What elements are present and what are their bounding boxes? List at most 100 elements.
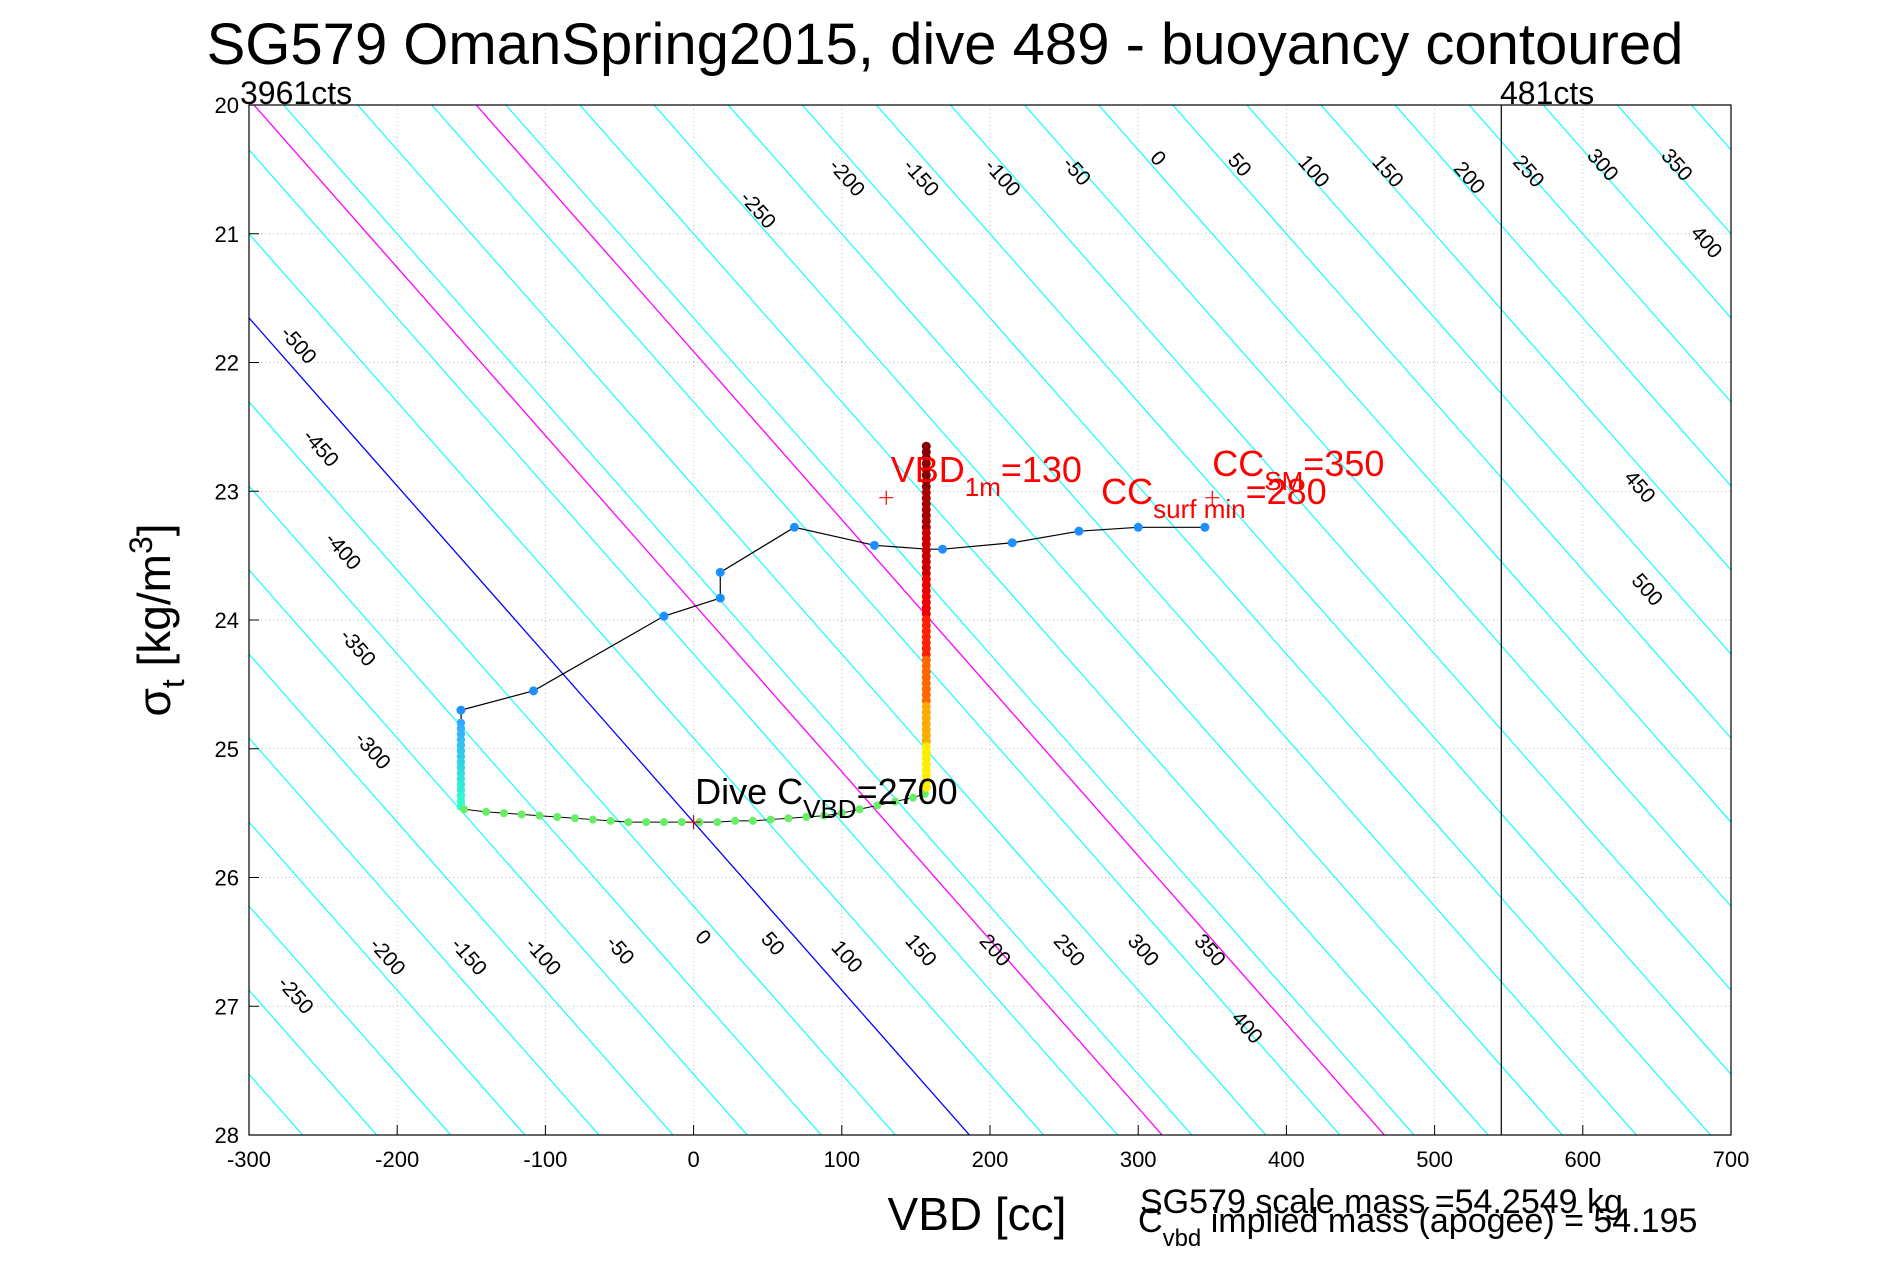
bottom-point [517,810,526,819]
contour-line [249,401,896,1135]
annotation-label: VBD1m=130 [891,449,1082,502]
track-point [869,540,879,550]
contour-label: 450 [1619,466,1659,507]
bottom-point [606,816,615,825]
implied-mass-note: Cvbd implied mass (apogee) = 54.195 [1138,1202,1697,1252]
track-point [456,705,466,715]
contour-label: -150 [446,934,491,981]
annotation-label: CCsurf min=280 [1101,471,1327,524]
x-tick-label: 600 [1564,1147,1601,1172]
contour-line [249,737,600,1135]
contour-label: 50 [1223,149,1256,182]
bottom-point [891,797,900,806]
contour-label: -250 [735,187,780,234]
contour-line [1246,105,1731,655]
y-tick-label: 27 [215,994,239,1019]
contour-label: -200 [365,934,410,981]
track-point [715,567,725,577]
contour-label: -250 [273,972,318,1019]
contour-line [249,905,452,1135]
y-tick-label: 22 [215,351,239,376]
bottom-point [855,805,864,814]
bottom-point [624,818,633,827]
y-axis-label: σt [kg/m3] [123,523,191,716]
x-tick-label: 200 [972,1147,1009,1172]
contour-line [1766,105,1891,1135]
contour-label: 300 [1123,930,1163,971]
contour-label: 250 [1508,151,1548,192]
contour-line-highlight [253,105,1163,1135]
y-ticks: 20 21 22 23 24 25 26 27 28 [215,93,259,1148]
bottom-point [766,815,775,824]
grid [248,104,1732,1136]
contour-line [357,105,1267,1135]
contour-label: -150 [898,155,943,202]
contour-label: 200 [1449,157,1489,198]
y-label-unit-post: ] [128,523,180,536]
bottom-point [553,812,562,821]
track-point [529,686,539,696]
svg-text:σt [kg/m3]: σt [kg/m3] [123,523,191,716]
y-label-base: σ [128,688,180,716]
y-tick-label: 25 [215,737,239,762]
contour-label: -400 [320,528,365,575]
track-point [659,611,669,621]
left-corner-label: 3961cts [240,75,352,111]
y-tick-label: 20 [215,93,239,118]
contour-label: 350 [1656,144,1696,185]
x-tick-label: 700 [1713,1147,1750,1172]
annotation-marker [686,815,701,830]
contour-line [801,105,1711,1135]
contour-label: -350 [335,625,380,672]
contour-label: -100 [980,155,1025,202]
scale-mass-note: SG579 scale mass =54.2549 kg [1140,1183,1623,1221]
contour-label: 0 [690,926,715,950]
contour-line [1542,105,1731,319]
contour-line [249,233,1044,1135]
y-label-sub: t [155,679,191,688]
bottom-point [713,818,722,827]
contour-line [1320,105,1731,571]
track-point [1007,538,1017,548]
bottom-point [820,811,829,820]
y-tick-label: 21 [215,222,239,247]
dive-track [456,441,1210,827]
bottom-point [642,818,651,827]
contour-label: 350 [1190,930,1230,971]
contour-label: 300 [1582,144,1622,185]
y-tick-label: 28 [215,1123,239,1148]
implied-mass-pre: C [1138,1202,1163,1240]
contour-line [1840,105,1891,1135]
contour-label: 150 [901,930,941,971]
bottom-point [588,815,597,824]
contour-line [431,105,1341,1135]
contour-line [875,105,1731,1076]
contour-line [1394,105,1731,487]
contour-line [0,105,6,1135]
track-point [715,593,725,603]
buoyancy-contours [0,105,1891,1135]
bottom-point [784,814,793,823]
contour-line [1616,105,1731,235]
contour-line-zero [249,316,970,1135]
contour-line [1468,105,1731,403]
contour-line [249,989,378,1135]
bottom-point [459,805,468,814]
bottom-point [571,814,580,823]
contour-line [505,105,1415,1135]
annotation-label: Dive CVBD=2700 [695,771,958,824]
contour-line [283,105,1193,1135]
bottom-point [748,816,757,825]
contour-label: 250 [1049,930,1089,971]
contour-line [1172,105,1731,739]
x-tick-label: 100 [823,1147,860,1172]
contour-label: 50 [756,928,789,961]
contour-label: -50 [1058,153,1095,191]
track-point [1133,522,1143,532]
contour-line [0,105,80,1135]
x-tick-label: 300 [1120,1147,1157,1172]
contour-line [653,105,1563,1135]
bottom-point [659,818,668,827]
